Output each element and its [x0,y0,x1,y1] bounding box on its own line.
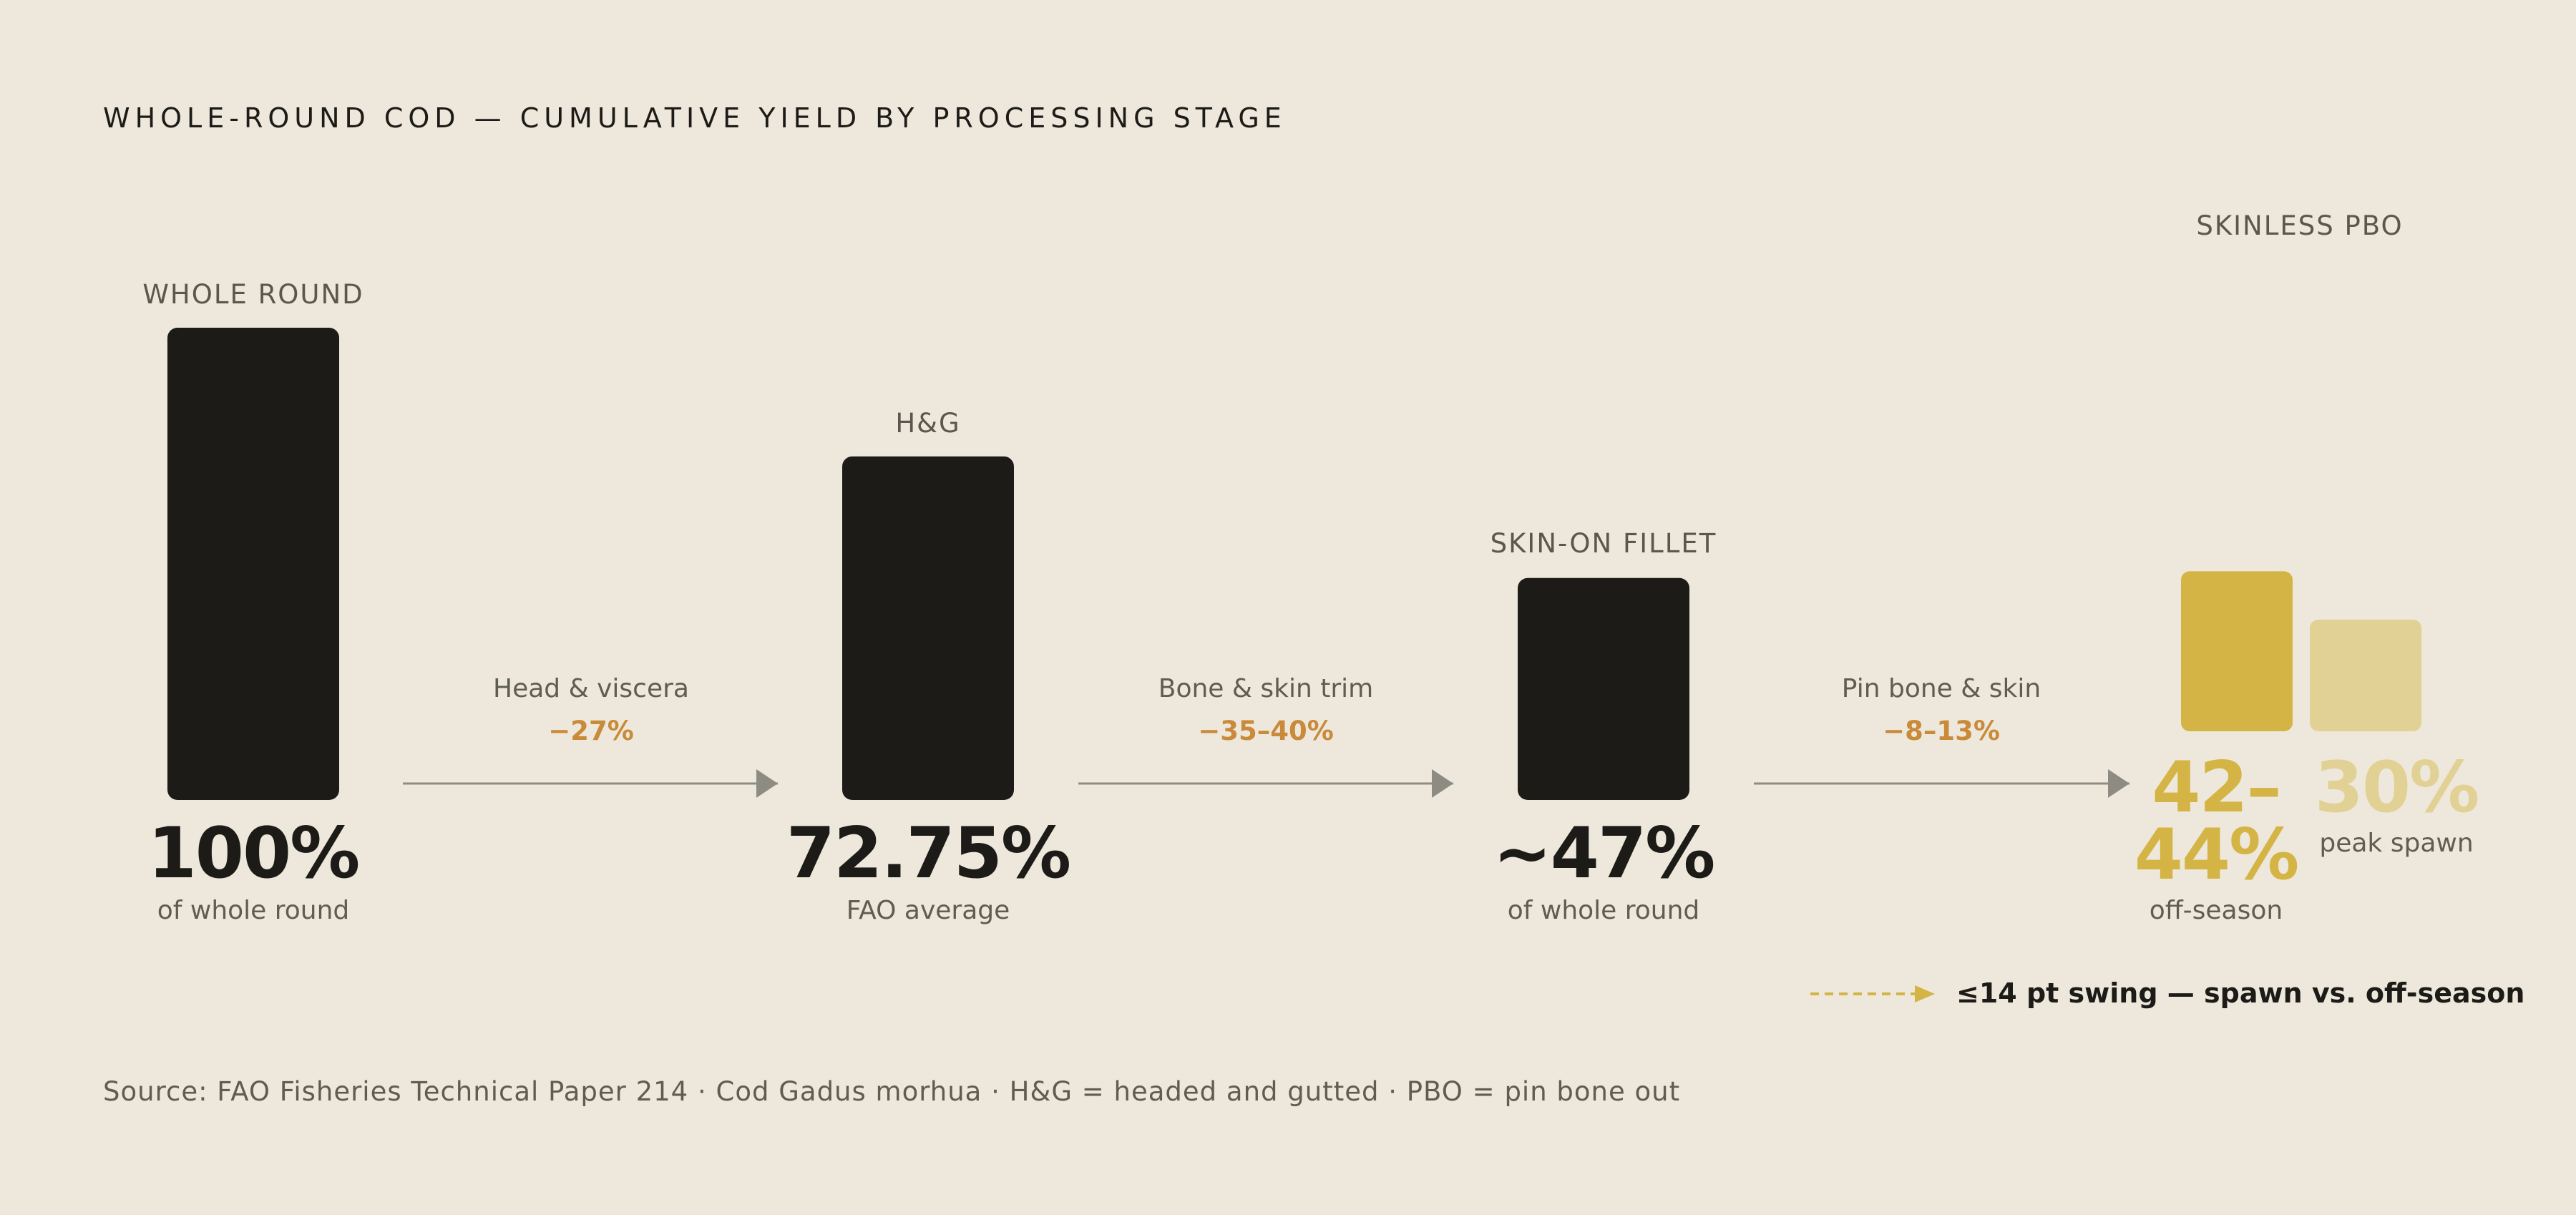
arrow-pin-bone-skin-head [2108,769,2129,798]
legend-dashed-arrow-head [1915,985,1935,1002]
note-hg: FAO average [846,896,1010,925]
step-pct-head-viscera: −27% [548,716,634,746]
value-whole-round: 100% [147,813,361,894]
bar-skin-on-fillet [1518,577,1689,800]
arrow-head-viscera-head [756,769,778,798]
step-pct-bone-skin-trim: −35–40% [1198,716,1334,746]
value-skin-on-fillet: ~47% [1493,813,1716,894]
bar-pbo-peak-spawn [2310,620,2421,731]
value-peak-spawn: 30% [2314,747,2480,829]
step-label-pin-bone-skin: Pin bone & skin [1841,674,2041,703]
stage-label-skinless-pbo: SKINLESS PBO [2196,210,2404,241]
chart-title: WHOLE-ROUND COD — CUMULATIVE YIELD BY PR… [103,102,1287,134]
value-off-season-line2: 44% [2134,814,2300,896]
stage-label-skin-on-fillet: SKIN-ON FILLET [1490,528,1717,559]
bar-hg [842,456,1014,800]
step-pct-pin-bone-skin: −8–13% [1883,716,2000,746]
value-hg: 72.75% [786,813,1071,894]
bar-whole-round [167,328,339,800]
note-skin-on-fillet: of whole round [1507,896,1700,925]
note-peak-spawn: peak spawn [2319,829,2474,858]
stage-label-whole-round: WHOLE ROUND [142,279,364,310]
step-label-bone-skin-trim: Bone & skin trim [1158,674,1374,703]
source-note: Source: FAO Fisheries Technical Paper 21… [103,1076,1681,1107]
legend-swing-text: ≤14 pt swing — spawn vs. off-season [1956,977,2525,1009]
stage-label-hg: H&G [895,408,961,439]
bar-pbo-off-season [2181,571,2293,731]
note-off-season: off-season [2149,896,2283,925]
arrow-bone-skin-trim-head [1432,769,1453,798]
step-label-head-viscera: Head & viscera [493,674,689,703]
note-whole-round: of whole round [157,896,350,925]
value-off-season-line1: 42– [2152,747,2281,829]
